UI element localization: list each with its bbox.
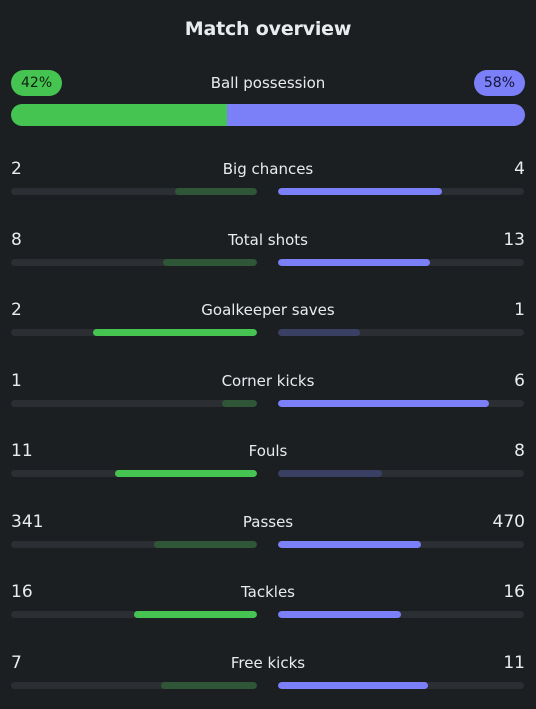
home-bar-fill — [161, 681, 257, 689]
home-bar-track — [11, 329, 257, 336]
away-value: 13 — [503, 229, 525, 250]
home-bar-track — [11, 470, 257, 477]
home-bar-fill — [114, 470, 257, 477]
home-value: 1 — [11, 370, 22, 391]
home-value: 11 — [11, 441, 33, 461]
away-bar-track — [278, 611, 524, 618]
away-value: 1 — [514, 300, 525, 320]
away-bar-track — [278, 540, 524, 548]
home-bar-track — [11, 540, 257, 548]
away-bar-track — [278, 258, 524, 266]
home-bar-fill — [163, 258, 257, 266]
stat-row-corner-kicks: 1 Corner kicks 6 — [0, 371, 536, 421]
away-bar-track — [278, 681, 524, 689]
possession-bar-home — [11, 104, 227, 126]
possession-bar — [11, 104, 525, 126]
home-bar-track — [11, 681, 257, 689]
home-value: 341 — [11, 511, 44, 532]
stat-row-big-chances: 2 Big chances 4 — [0, 159, 536, 209]
stat-label: Tackles — [240, 583, 296, 601]
home-bar-fill — [175, 188, 257, 195]
away-value: 8 — [514, 441, 525, 461]
away-value: 6 — [514, 370, 525, 391]
away-bar-fill — [278, 611, 401, 618]
stat-label: Passes — [242, 512, 294, 531]
home-value: 2 — [11, 300, 22, 320]
stat-label: Corner kicks — [221, 371, 315, 390]
away-value: 4 — [514, 159, 525, 179]
home-bar-track — [11, 188, 257, 195]
away-bar-fill — [278, 399, 489, 407]
away-bar-track — [278, 188, 524, 195]
away-bar-fill — [278, 329, 360, 336]
stat-row-free-kicks: 7 Free kicks 11 — [0, 653, 536, 703]
home-bar-fill — [153, 540, 257, 548]
home-possession-badge: 42% — [11, 70, 63, 96]
away-value: 16 — [503, 582, 525, 602]
stat-label: Total shots — [228, 230, 308, 249]
away-bar-track — [278, 399, 524, 407]
stat-row-passes: 341 Passes 470 — [0, 512, 536, 562]
away-bar-track — [278, 470, 524, 477]
possession-label: Ball possession — [210, 74, 326, 92]
page-title: Match overview — [184, 18, 352, 40]
stat-row-goalkeeper-saves: 2 Goalkeeper saves 1 — [0, 300, 536, 350]
home-bar-fill — [134, 611, 257, 618]
away-bar-fill — [278, 540, 421, 548]
home-bar-fill — [221, 399, 257, 407]
home-bar-track — [11, 611, 257, 618]
possession-bar-away — [226, 104, 525, 126]
stat-row-total-shots: 8 Total shots 13 — [0, 230, 536, 280]
away-bar-fill — [278, 258, 431, 266]
stat-row-fouls: 11 Fouls 8 — [0, 441, 536, 491]
stat-label: Fouls — [248, 442, 288, 460]
stat-row-tackles: 16 Tackles 16 — [0, 582, 536, 632]
home-bar-fill — [93, 329, 257, 336]
away-possession-badge: 58% — [473, 70, 525, 96]
home-value: 2 — [11, 159, 22, 179]
away-value: 11 — [503, 652, 525, 673]
away-bar-fill — [278, 681, 429, 689]
home-value: 16 — [11, 582, 33, 602]
home-bar-track — [11, 258, 257, 266]
home-bar-track — [11, 399, 257, 407]
home-value: 8 — [11, 229, 22, 250]
away-bar-track — [278, 329, 524, 336]
stat-label: Goalkeeper saves — [201, 301, 335, 319]
stat-label: Big chances — [222, 160, 314, 178]
away-bar-fill — [278, 188, 442, 195]
stat-label: Free kicks — [230, 653, 306, 672]
away-value: 470 — [492, 511, 525, 532]
home-value: 7 — [11, 652, 22, 673]
away-bar-fill — [278, 470, 382, 477]
